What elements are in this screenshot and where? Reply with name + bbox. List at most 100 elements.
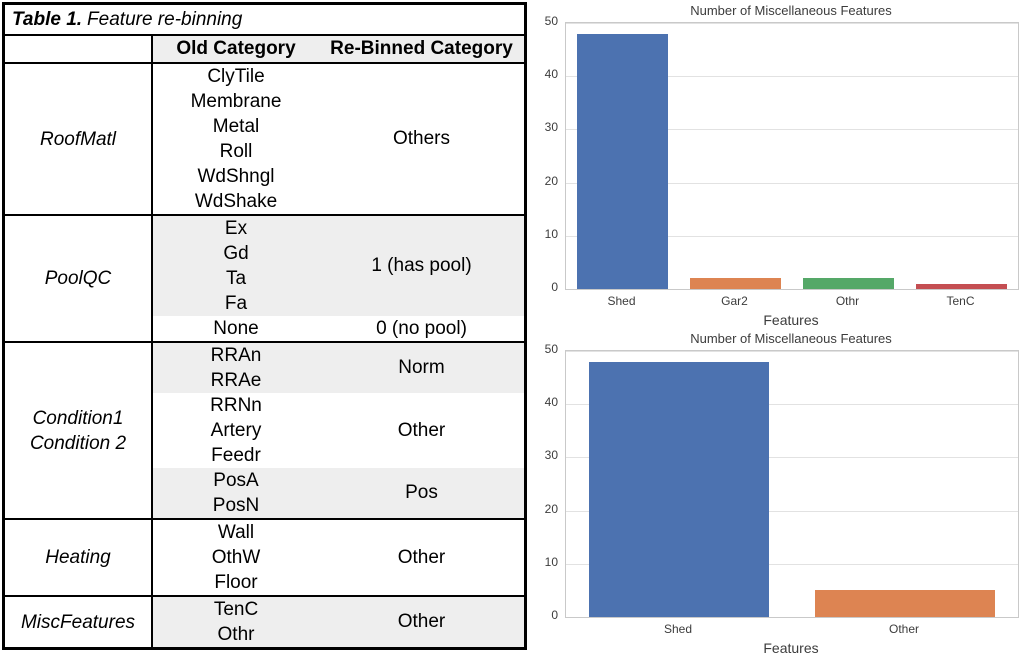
rebinning-table-body: RoofMatl ClyTile Membrane Metal Roll WdShngl W… bbox=[5, 64, 524, 647]
old-category-value: Floor bbox=[214, 572, 258, 593]
old-category-value: RRAn bbox=[210, 345, 262, 366]
table-row: RoofMatl ClyTile Membrane Metal Roll WdShngl W… bbox=[5, 64, 524, 216]
feature-name-cell: MiscFeatures bbox=[5, 597, 153, 647]
x-tick-label: Gar2 bbox=[721, 294, 748, 308]
x-tick-label: Shed bbox=[607, 294, 636, 308]
old-category-value: Roll bbox=[219, 141, 253, 162]
rebinned-category-value: Other bbox=[397, 419, 446, 441]
chart-title: Number of Miscellaneous Features bbox=[690, 331, 892, 346]
y-tick-label: 20 bbox=[544, 501, 558, 516]
header-old-category: Old Category bbox=[176, 38, 296, 59]
y-tick-label: 0 bbox=[551, 608, 558, 622]
category-subrow: ClyTile Membrane Metal Roll WdShngl WdShake Ot… bbox=[153, 64, 524, 214]
chart-title: Number of Miscellaneous Features bbox=[690, 3, 892, 18]
y-tick-label: 50 bbox=[544, 14, 558, 28]
old-category-value: Metal bbox=[212, 116, 260, 137]
table-header-row: Old Category Re-Binned Category bbox=[5, 36, 524, 64]
table-caption-number: Table 1. bbox=[12, 8, 83, 30]
category-subrow: None 0 (no pool) bbox=[153, 316, 524, 341]
category-subrow: PosA PosN Pos bbox=[153, 468, 524, 518]
category-subrow: TenC Othr Other bbox=[153, 597, 524, 647]
feature-name-cell: RoofMatl bbox=[5, 64, 153, 214]
plot-area bbox=[565, 22, 1019, 290]
feature-name-line: PoolQC bbox=[44, 268, 112, 289]
gridline bbox=[566, 182, 1018, 184]
feature-name-line: Heating bbox=[45, 547, 111, 568]
bar-othr bbox=[803, 278, 894, 289]
category-subrow: Wall OthW Floor Other bbox=[153, 520, 524, 595]
gridline bbox=[566, 563, 1018, 565]
y-tick-label: 40 bbox=[544, 395, 558, 410]
old-category-cell: None bbox=[153, 316, 319, 341]
old-category-value: Ta bbox=[225, 268, 247, 289]
header-category-cells: Old Category Re-Binned Category bbox=[153, 36, 524, 62]
rebinned-category-value: 1 (has pool) bbox=[371, 255, 472, 276]
old-category-value: Wall bbox=[217, 522, 255, 543]
x-tick-label: Shed bbox=[663, 622, 693, 636]
gridline bbox=[566, 129, 1018, 131]
gridline bbox=[566, 351, 1018, 352]
old-category-value: Artery bbox=[210, 420, 262, 441]
y-tick-label: 20 bbox=[544, 173, 558, 188]
rebinned-category-value: Other bbox=[397, 611, 446, 632]
old-category-cell: RRAn RRAe bbox=[153, 343, 319, 393]
old-category-value: WdShake bbox=[194, 191, 278, 212]
category-subrows: ClyTile Membrane Metal Roll WdShngl WdShake Ot… bbox=[153, 64, 524, 214]
old-category-value: WdShngl bbox=[197, 166, 275, 187]
header-feature-cell bbox=[5, 36, 153, 62]
feature-name-line: Condition1 bbox=[32, 407, 124, 429]
gridline bbox=[566, 404, 1018, 406]
y-tick-label: 10 bbox=[544, 554, 558, 569]
plot-area bbox=[565, 350, 1019, 618]
bar-other bbox=[814, 590, 996, 617]
old-category-value: TenC bbox=[213, 599, 259, 620]
table-row: Heating Wall OthW Floor Other bbox=[5, 520, 524, 597]
bar-chart: Number of Miscellaneous Features 0 10 20 30 4… bbox=[530, 328, 1024, 656]
old-category-value: RRNn bbox=[210, 395, 262, 416]
old-category-value: Ex bbox=[224, 218, 248, 239]
x-axis-label: Features bbox=[763, 640, 819, 656]
rebinned-category-value: 0 (no pool) bbox=[376, 317, 467, 339]
old-category-value: None bbox=[213, 318, 259, 339]
y-tick-label: 0 bbox=[551, 280, 558, 294]
gridline bbox=[566, 457, 1018, 459]
x-tick-label: Othr bbox=[835, 294, 860, 308]
y-tick-label: 40 bbox=[544, 67, 558, 82]
x-axis-label: Features bbox=[763, 312, 819, 328]
category-subrow: Ex Gd Ta Fa 1 (has pool) bbox=[153, 216, 524, 316]
gridline bbox=[566, 235, 1018, 237]
y-tick-label: 10 bbox=[544, 226, 558, 241]
rebinned-category-value: Others bbox=[392, 128, 451, 149]
old-category-value: PosA bbox=[213, 470, 259, 491]
old-category-value: Fa bbox=[224, 293, 248, 314]
old-category-value: Membrane bbox=[190, 91, 282, 112]
table-row: PoolQC Ex Gd Ta Fa 1 (has pool) None 0 (no pool… bbox=[5, 216, 524, 343]
gridline bbox=[566, 76, 1018, 78]
bar-shed bbox=[588, 361, 770, 617]
old-category-value: RRAe bbox=[210, 370, 262, 391]
rebinned-category-value: Other bbox=[397, 546, 446, 568]
old-category-value: PosN bbox=[212, 495, 260, 516]
gridline bbox=[566, 510, 1018, 512]
gridline bbox=[566, 23, 1018, 24]
bar-chart: Number of Miscellaneous Features 0 10 20 30 4… bbox=[530, 0, 1024, 328]
category-subrow: RRNn Artery Feedr Other bbox=[153, 393, 524, 468]
table-caption-text: Feature re-binning bbox=[87, 8, 243, 30]
old-category-value: ClyTile bbox=[207, 66, 265, 87]
category-subrows: RRAn RRAe Norm RRNn Artery Feedr Other PosA PosN… bbox=[153, 343, 524, 518]
feature-name-line: MiscFeatures bbox=[20, 611, 136, 633]
old-category-cell: PosA PosN bbox=[153, 468, 319, 518]
old-category-cell: ClyTile Membrane Metal Roll WdShngl WdShake bbox=[153, 64, 319, 214]
rebinning-table: Table 1. Feature re-binning Old Category… bbox=[2, 2, 527, 650]
category-subrows: Wall OthW Floor Other bbox=[153, 520, 524, 595]
old-category-value: Feedr bbox=[211, 445, 261, 466]
category-subrow: RRAn RRAe Norm bbox=[153, 343, 524, 393]
category-subrows: TenC Othr Other bbox=[153, 597, 524, 647]
y-tick-label: 30 bbox=[544, 120, 558, 135]
bar-shed bbox=[577, 33, 668, 289]
old-category-cell: TenC Othr bbox=[153, 597, 319, 647]
category-subrows: Ex Gd Ta Fa 1 (has pool) None 0 (no pool) bbox=[153, 216, 524, 341]
y-tick-label: 50 bbox=[544, 342, 558, 356]
feature-name-cell: Condition1 Condition 2 bbox=[5, 343, 153, 518]
feature-name-cell: Heating bbox=[5, 520, 153, 595]
